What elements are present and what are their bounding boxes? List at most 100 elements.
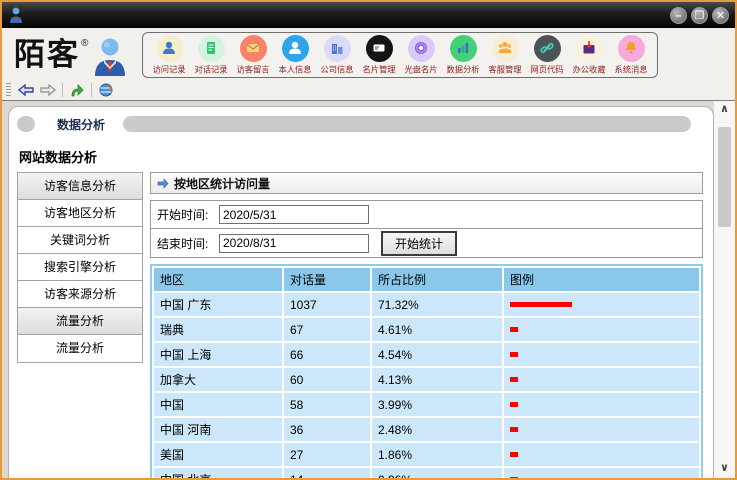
sidebar-item-3[interactable]: 关键词分析 xyxy=(18,227,142,254)
registered-mark: ® xyxy=(81,37,89,49)
dialog-count-cell: 58 xyxy=(284,393,370,416)
region-cell: 加拿大 xyxy=(154,368,282,391)
sidebar-item-7[interactable]: 流量分析 xyxy=(18,335,142,362)
toolbar-item-label: 客服管理 xyxy=(488,64,522,75)
start-time-input[interactable] xyxy=(219,205,369,224)
section-title: 按地区统计访问量 xyxy=(174,176,271,191)
legend-bar xyxy=(510,327,518,332)
minimize-button[interactable]: – xyxy=(670,6,687,24)
table-row: 加拿大 60 4.13% xyxy=(154,368,699,391)
column-header: 地区 xyxy=(154,268,282,291)
tab-bar-filler xyxy=(123,116,691,132)
start-time-row: 开始时间: xyxy=(151,201,702,229)
legend-bar xyxy=(510,377,518,382)
toolbar-item-5[interactable]: 公司信息 xyxy=(317,34,357,76)
toolbar-grip[interactable] xyxy=(6,82,11,97)
maximize-button[interactable]: ❐ xyxy=(691,6,708,24)
toolbar-item-3[interactable]: 访客留言 xyxy=(233,34,273,76)
go-refresh-button[interactable] xyxy=(66,81,88,99)
legend-cell xyxy=(504,343,699,366)
analysis-panel: 按地区统计访问量 开始时间: 结束时间: 开始统计 xyxy=(150,172,703,478)
toolbar-item-label: 光盘名片 xyxy=(404,64,438,75)
toolbar-separator xyxy=(62,82,63,97)
scrollbar-track[interactable] xyxy=(718,117,731,462)
column-header: 对话量 xyxy=(284,268,370,291)
toolbar-item-10[interactable]: 网页代码 xyxy=(527,34,567,76)
sidebar-item-4[interactable]: 搜索引擎分析 xyxy=(18,254,142,281)
percent-cell: 3.99% xyxy=(372,393,502,416)
company-info-icon xyxy=(323,34,351,62)
legend-cell xyxy=(504,418,699,441)
percent-cell: 4.54% xyxy=(372,343,502,366)
my-info-icon xyxy=(281,34,309,62)
table-header-row: 地区 对话量 所占比例 图例 xyxy=(154,268,699,291)
scroll-up-icon[interactable]: ∧ xyxy=(720,103,729,115)
brand-logo: 陌客 ® xyxy=(14,36,128,76)
table-row: 中国 河南 36 2.48% xyxy=(154,418,699,441)
forward-arrow-icon xyxy=(40,83,56,96)
back-arrow-icon xyxy=(18,83,34,96)
service-manage-icon xyxy=(491,34,519,62)
toolbar-item-11[interactable]: 办公收藏 xyxy=(569,34,609,76)
sidebar-item-6[interactable]: 流量分析 xyxy=(18,308,142,335)
toolbar-item-6[interactable]: 名片管理 xyxy=(359,34,399,76)
table-row: 中国 北京140.96% xyxy=(154,468,699,478)
start-statistics-button[interactable]: 开始统计 xyxy=(381,230,458,256)
dialog-count-cell: 1037 xyxy=(284,293,370,316)
percent-cell: 1.86% xyxy=(372,443,502,466)
legend-bar xyxy=(510,427,518,432)
section-header: 按地区统计访问量 xyxy=(150,172,703,194)
title-bar[interactable]: – ❐ ✕ xyxy=(2,2,735,28)
blue-arrow-icon xyxy=(157,177,169,189)
vertical-scrollbar[interactable]: ∧ ∨ xyxy=(714,101,735,478)
home-globe-button[interactable] xyxy=(95,81,117,99)
sidebar-item-2[interactable]: 访客地区分析 xyxy=(18,200,142,227)
toolbar-item-12[interactable]: 系统消息 xyxy=(611,34,651,76)
dialog-count-cell: 66 xyxy=(284,343,370,366)
sidebar-item-1[interactable]: 访客信息分析 xyxy=(18,173,142,200)
tab-data-analysis[interactable]: 数据分析 xyxy=(57,117,106,132)
toolbar-item-label: 公司信息 xyxy=(320,64,354,75)
region-cell: 瑞典 xyxy=(154,318,282,341)
toolbar-item-8[interactable]: 数据分析 xyxy=(443,34,483,76)
scroll-down-icon[interactable]: ∨ xyxy=(720,462,729,474)
tab-stub[interactable] xyxy=(17,116,35,132)
visitor-message-icon xyxy=(239,34,267,62)
toolbar-item-7[interactable]: 光盘名片 xyxy=(401,34,441,76)
toolbar-item-4[interactable]: 本人信息 xyxy=(275,34,315,76)
nav-strip xyxy=(2,79,735,101)
forward-button[interactable] xyxy=(37,81,59,99)
region-cell: 美国 xyxy=(154,443,282,466)
legend-bar xyxy=(510,352,518,357)
sidebar-menu: 访客信息分析 访客地区分析 关键词分析 搜索引擎分析 访客来源分析 流量分析 流量分析 xyxy=(17,172,143,363)
disc-card-icon xyxy=(407,34,435,62)
close-button[interactable]: ✕ xyxy=(712,6,729,24)
legend-cell xyxy=(504,293,699,316)
office-favorite-icon xyxy=(575,34,603,62)
region-cell: 中国 北京 xyxy=(154,468,282,478)
content-panel: 数据分析 网站数据分析 访客信息分析 访客地区分析 关键词分析 搜索引擎分析 访客来源分… xyxy=(8,106,714,478)
back-button[interactable] xyxy=(15,81,37,99)
percent-cell: 0.96% xyxy=(372,468,502,478)
brand-avatar-icon xyxy=(95,38,126,76)
toolbar-item-label: 办公收藏 xyxy=(572,64,606,75)
table-row: 瑞典 67 4.61% xyxy=(154,318,699,341)
legend-cell xyxy=(504,468,699,478)
legend-cell xyxy=(504,318,699,341)
legend-bar xyxy=(510,402,518,407)
table-row: 中国 广东 1037 71.32% xyxy=(154,293,699,316)
scrollbar-thumb[interactable] xyxy=(718,127,731,227)
app-person-icon xyxy=(10,7,22,23)
end-time-input[interactable] xyxy=(219,233,369,253)
toolbar-item-label: 访客留言 xyxy=(236,64,270,75)
percent-cell: 71.32% xyxy=(372,293,502,316)
data-analysis-icon xyxy=(449,34,477,62)
table-row: 美国 27 1.86% xyxy=(154,443,699,466)
percent-cell: 2.48% xyxy=(372,418,502,441)
toolbar-item-2[interactable]: 对话记录 xyxy=(191,34,231,76)
toolbar-item-9[interactable]: 客服管理 xyxy=(485,34,525,76)
legend-bar xyxy=(510,452,518,457)
toolbar-item-1[interactable]: 访问记录 xyxy=(149,34,189,76)
sidebar-item-5[interactable]: 访客来源分析 xyxy=(18,281,142,308)
toolbar-item-label: 名片管理 xyxy=(362,64,396,75)
